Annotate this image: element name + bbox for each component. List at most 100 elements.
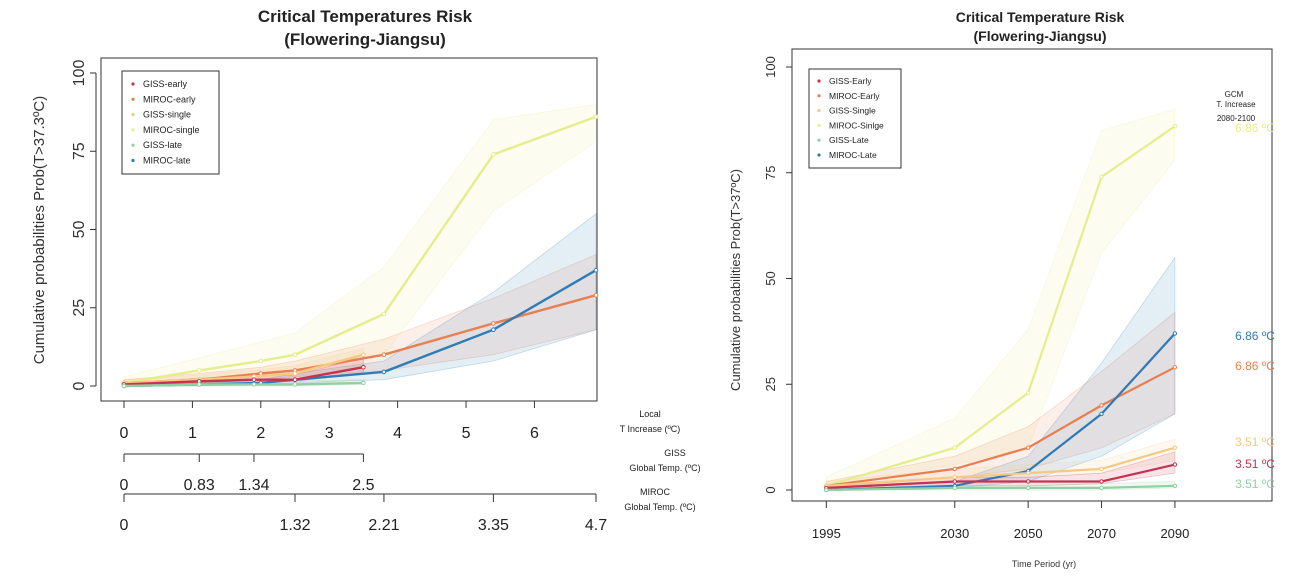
x-axis-label: Time Period (yr)	[1012, 559, 1076, 569]
local-tick-label: 2	[256, 425, 265, 442]
y-axis-label: Cumulative probabilities Prob(T>37.3ºC)	[31, 96, 48, 365]
legend-swatch	[817, 153, 820, 156]
data-point	[1027, 480, 1030, 483]
chart-subtitle: (Flowering-Jiangsu)	[974, 28, 1107, 44]
y-tick-label: 0	[763, 486, 778, 493]
giss-tick-label: 1.34	[238, 477, 269, 494]
y-tick-label: 0	[71, 381, 88, 390]
local-tick-label: 0	[120, 425, 129, 442]
annotation-header-line: GCM	[1225, 90, 1244, 99]
legend-label: MIROC-Sinlge	[829, 120, 884, 130]
data-point	[594, 268, 598, 272]
right-chart-panel: Critical Temperature Risk (Flowering-Jia…	[720, 0, 1310, 574]
x-tick-label: 1995	[812, 526, 841, 541]
legend-swatch	[131, 144, 134, 147]
legend-swatch	[817, 79, 820, 82]
miroc-tick-label: 4.7	[585, 517, 607, 534]
x-tick-label: 2030	[940, 526, 969, 541]
data-point	[953, 467, 956, 470]
data-point	[382, 370, 386, 374]
data-point	[1100, 175, 1103, 178]
data-point	[1173, 463, 1176, 466]
y-tick-label: 25	[763, 377, 778, 391]
data-point	[1027, 446, 1030, 449]
data-point	[1173, 366, 1176, 369]
data-point	[293, 378, 297, 382]
legend-label: MIROC-early	[143, 94, 196, 104]
legend-swatch	[131, 128, 134, 131]
y-tick-label: 75	[763, 166, 778, 180]
data-point	[382, 353, 386, 357]
legend-swatch	[131, 113, 134, 116]
y-tick-label: 100	[763, 56, 778, 78]
end-value-label: 3.51 ºC	[1235, 435, 1275, 449]
x-tick-label: 2090	[1160, 526, 1189, 541]
x-axis: 1995 2030 2050 2070 2090	[812, 501, 1189, 541]
data-point	[197, 383, 201, 387]
right-chart: Critical Temperature Risk (Flowering-Jia…	[720, 0, 1310, 574]
data-point	[252, 378, 256, 382]
x-axes: 0 1 2 3 4 5 6 Local T Increase (ºC) 0 0.83 1.34 2.5 G…	[120, 401, 701, 534]
data-point	[1100, 480, 1103, 483]
data-point	[362, 365, 366, 369]
legend-swatch	[131, 82, 134, 85]
local-tick-label: 5	[462, 425, 471, 442]
data-point	[492, 153, 496, 157]
legend-label: GISS-early	[143, 79, 188, 89]
data-point	[1027, 486, 1030, 489]
data-point	[492, 328, 496, 332]
legend-label: MIROC-late	[143, 156, 191, 166]
x-tick-label: 2070	[1087, 526, 1116, 541]
local-tick-label: 4	[393, 425, 402, 442]
y-tick-label: 25	[71, 299, 88, 317]
miroc-tick-label: 2.21	[368, 517, 399, 534]
legend: GISS-early MIROC-early GISS-single MIROC-si…	[122, 71, 219, 174]
y-axis: 0 25 50 75 100	[763, 56, 792, 493]
legend-swatch	[131, 159, 134, 162]
annotation-header-line: T. Increase	[1216, 100, 1256, 109]
local-axis-title: Local	[639, 409, 661, 419]
miroc-tick-label: 0	[120, 517, 129, 534]
end-value-label: 6.86 ºC	[1235, 121, 1275, 135]
data-point	[252, 383, 256, 387]
data-point	[1173, 446, 1176, 449]
legend-swatch	[817, 139, 820, 142]
legend-swatch	[817, 124, 820, 127]
miroc-axis-title: MIROC	[640, 487, 670, 497]
left-chart: Critical Temperatures Risk (Flowering-Ji…	[0, 0, 720, 574]
data-point	[825, 488, 828, 491]
data-point	[1100, 486, 1103, 489]
data-point	[1100, 412, 1103, 415]
giss-tick-label: 0.83	[184, 477, 215, 494]
gcm-annotation: GCM T. Increase 2080-2100 3.51 ºC 6.86 ºC…	[1216, 90, 1275, 491]
legend-swatch	[817, 94, 820, 97]
data-point	[293, 372, 297, 376]
y-tick-label: 50	[71, 221, 88, 239]
legend-swatch	[817, 109, 820, 112]
data-point	[953, 446, 956, 449]
giss-axis-title: Global Temp. (ºC)	[629, 463, 700, 473]
data-point	[197, 369, 201, 373]
x-tick-label: 2050	[1014, 526, 1043, 541]
local-tick-label: 1	[188, 425, 197, 442]
chart-title: Critical Temperature Risk	[956, 9, 1125, 25]
data-point	[259, 359, 263, 363]
data-point	[362, 353, 366, 357]
giss-tick-label: 0	[120, 477, 129, 494]
data-point	[382, 312, 386, 316]
legend: GISS-EarlyMIROC-EarlyGISS-SingleMIROC-Si…	[809, 69, 901, 168]
data-point	[122, 384, 126, 388]
y-axis-label: Cumulative probabilities Prob(T>37ºC)	[728, 169, 743, 391]
local-tick-label: 6	[530, 425, 539, 442]
data-point	[1173, 484, 1176, 487]
left-chart-panel: Critical Temperatures Risk (Flowering-Ji…	[0, 0, 720, 574]
data-point	[259, 372, 263, 376]
y-tick-label: 100	[71, 60, 88, 87]
data-point	[594, 115, 598, 119]
end-value-label: 3.51 ºC	[1235, 477, 1275, 491]
legend-label: GISS-Early	[829, 76, 872, 86]
data-point	[1027, 471, 1030, 474]
data-point	[492, 322, 496, 326]
chart-title: Critical Temperatures Risk	[258, 7, 473, 26]
data-point	[1173, 125, 1176, 128]
